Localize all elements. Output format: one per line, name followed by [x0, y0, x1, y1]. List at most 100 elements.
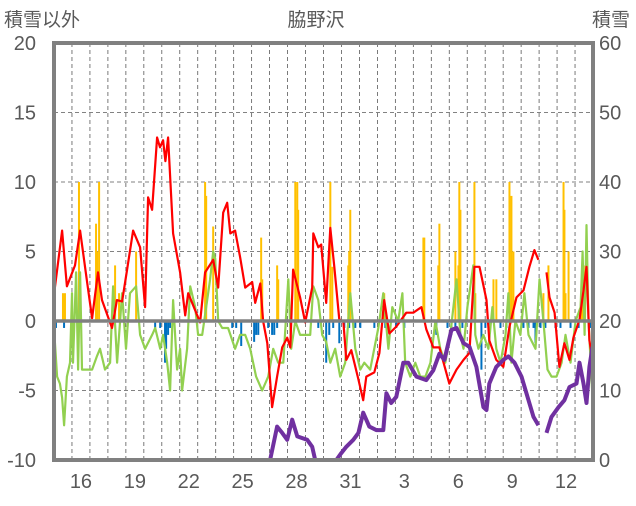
- blue-bar: [359, 321, 362, 328]
- blue-bar: [267, 321, 270, 328]
- blue-bar: [454, 321, 457, 328]
- x-tick-label: 12: [555, 471, 577, 493]
- x-tick-label: 25: [232, 471, 254, 493]
- orange-bar: [473, 182, 476, 321]
- x-tick-label: 19: [124, 471, 146, 493]
- lines: [52, 136, 595, 462]
- x-tick-label: 6: [453, 471, 464, 493]
- grid: [54, 43, 593, 460]
- orange-bar: [297, 209, 300, 321]
- blue-bar: [240, 321, 243, 347]
- orange-bar: [512, 251, 515, 321]
- orange-bar: [118, 293, 121, 321]
- orange-bar: [204, 182, 207, 321]
- right-tick-label: 60: [599, 33, 621, 55]
- left-tick-label: 15: [14, 103, 36, 125]
- chart-title: 脇野沢: [287, 9, 344, 31]
- purple-series-line: [54, 326, 595, 462]
- orange-bar: [348, 251, 351, 321]
- orange-bar: [567, 251, 570, 321]
- blue-bar: [273, 321, 276, 335]
- orange-bar: [77, 182, 80, 321]
- orange-bar: [114, 265, 117, 321]
- orange-bar: [63, 293, 66, 321]
- blue-bar: [317, 321, 320, 328]
- blue-bar: [569, 321, 572, 328]
- blue-bar: [231, 321, 234, 328]
- blue-bar: [539, 321, 542, 328]
- orange-bar: [495, 279, 498, 321]
- left-tick-label: -10: [7, 450, 36, 472]
- right-tick-label: 40: [599, 172, 621, 194]
- blue-bar: [63, 321, 66, 328]
- left-tick-label: 0: [25, 311, 36, 333]
- orange-bar: [423, 237, 426, 321]
- left-tick-label: 20: [14, 33, 36, 55]
- x-tick-label: 28: [285, 471, 307, 493]
- orange-bar: [459, 209, 462, 321]
- x-tick-label: 3: [399, 471, 410, 493]
- x-tick-label: 16: [70, 471, 92, 493]
- blue-bar: [373, 321, 376, 328]
- blue-bar: [532, 321, 535, 328]
- axes: 20 60 15 50 10 40 5 30 0 20 -5 10 -10 0 16 19 22 25 28 31 3 6…: [7, 33, 621, 493]
- right-tick-label: 20: [599, 311, 621, 333]
- blue-bar: [169, 321, 172, 328]
- blue-bar: [522, 321, 525, 328]
- blue-bar: [544, 321, 547, 328]
- right-axis-label: 積雪: [592, 9, 630, 31]
- blue-bar: [354, 321, 357, 328]
- blue-bar: [484, 321, 487, 328]
- orange-bar: [95, 223, 98, 321]
- left-tick-label: 10: [14, 172, 36, 194]
- x-tick-label: 9: [507, 471, 518, 493]
- blue-bar: [461, 321, 464, 328]
- left-tick-label: 5: [25, 242, 36, 264]
- blue-bar: [165, 321, 168, 349]
- blue-bar: [395, 321, 398, 328]
- orange-bar: [438, 223, 441, 321]
- red-series-line: [52, 136, 594, 409]
- blue-bar: [255, 321, 258, 335]
- orange-bar: [564, 293, 567, 321]
- orange-bar: [276, 265, 279, 321]
- orange-bar: [542, 293, 545, 321]
- x-tick-label: 22: [178, 471, 200, 493]
- blue-bar: [328, 321, 331, 335]
- left-tick-label: -5: [18, 381, 36, 403]
- blue-bar: [276, 321, 279, 328]
- orange-bar: [212, 226, 215, 321]
- orange-bar: [277, 279, 280, 321]
- blue-bar: [332, 321, 335, 328]
- right-tick-label: 50: [599, 103, 621, 125]
- blue-bar: [338, 321, 341, 344]
- left-axis-label: 積雪以外: [4, 9, 80, 31]
- blue-bar: [446, 321, 449, 328]
- orange-bar: [437, 265, 440, 321]
- green-series-line: [52, 224, 594, 427]
- orange-bar: [492, 279, 495, 321]
- orange-bar: [205, 195, 208, 321]
- orange-bar: [329, 182, 332, 321]
- blue-bar: [159, 321, 162, 328]
- blue-bar: [257, 321, 260, 335]
- right-tick-label: 30: [599, 242, 621, 264]
- orange-bar: [331, 266, 334, 321]
- right-tick-label: 0: [599, 450, 610, 472]
- orange-bar: [98, 182, 101, 321]
- blue-bar: [167, 321, 170, 335]
- blue-bar: [499, 321, 502, 328]
- blue-bar: [348, 321, 351, 328]
- blue-bar: [559, 321, 562, 328]
- blue-bar: [480, 321, 483, 370]
- x-tick-label: 31: [339, 471, 361, 493]
- orange-bar: [294, 182, 297, 321]
- orange-bar: [61, 293, 64, 321]
- blue-bar: [235, 321, 238, 328]
- blue-bar: [589, 321, 592, 328]
- orange-bar: [349, 209, 352, 321]
- orange-bar: [458, 182, 461, 321]
- blue-bar: [253, 321, 256, 342]
- orange-bar: [510, 195, 513, 321]
